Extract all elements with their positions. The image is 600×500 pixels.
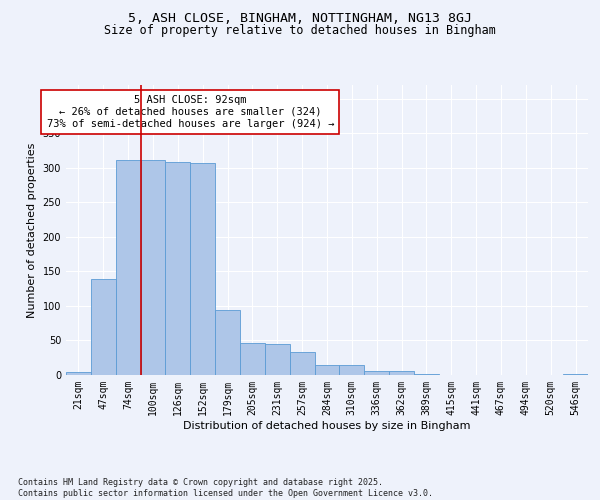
Text: 5, ASH CLOSE, BINGHAM, NOTTINGHAM, NG13 8GJ: 5, ASH CLOSE, BINGHAM, NOTTINGHAM, NG13 …	[128, 12, 472, 26]
Bar	[140, 160, 166, 375]
Bar	[340, 364, 364, 375]
Bar	[290, 352, 314, 375]
Bar	[389, 371, 414, 375]
Bar	[116, 160, 140, 375]
Bar	[215, 310, 240, 375]
Bar	[563, 374, 588, 375]
Bar	[91, 279, 116, 375]
Bar	[314, 364, 340, 375]
Bar	[66, 372, 91, 375]
Y-axis label: Number of detached properties: Number of detached properties	[27, 142, 37, 318]
Bar	[265, 344, 290, 375]
Text: Size of property relative to detached houses in Bingham: Size of property relative to detached ho…	[104, 24, 496, 37]
Text: Contains HM Land Registry data © Crown copyright and database right 2025.
Contai: Contains HM Land Registry data © Crown c…	[18, 478, 433, 498]
Bar	[240, 343, 265, 375]
Bar	[414, 374, 439, 375]
Text: 5 ASH CLOSE: 92sqm
← 26% of detached houses are smaller (324)
73% of semi-detach: 5 ASH CLOSE: 92sqm ← 26% of detached hou…	[47, 96, 334, 128]
Bar	[166, 162, 190, 375]
Bar	[364, 371, 389, 375]
X-axis label: Distribution of detached houses by size in Bingham: Distribution of detached houses by size …	[183, 420, 471, 430]
Bar	[190, 163, 215, 375]
